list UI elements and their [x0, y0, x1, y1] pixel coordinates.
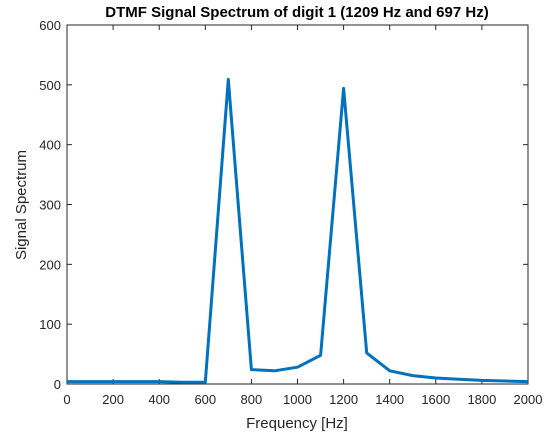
x-tick-label: 1000	[283, 392, 312, 407]
y-tick-label: 200	[39, 257, 61, 272]
chart-title: DTMF Signal Spectrum of digit 1 (1209 Hz…	[105, 4, 488, 21]
x-tick-label: 800	[241, 392, 263, 407]
x-tick-label: 400	[148, 392, 170, 407]
signal-spectrum-line	[67, 77, 529, 384]
y-axis-label: Signal Spectrum	[13, 150, 30, 260]
x-axis-label: Frequency [Hz]	[246, 415, 348, 432]
x-tick-label: 1200	[329, 392, 358, 407]
plot-area	[66, 24, 529, 385]
y-axis-ticks: 0 100 200 300 400 500 600	[39, 18, 528, 392]
y-tick-label: 0	[54, 377, 61, 392]
x-tick-label: 600	[194, 392, 216, 407]
x-axis-ticks: 0 200 400 600 800 1000 1200 1400 1600 1800 2000	[63, 25, 542, 407]
x-tick-label: 1600	[421, 392, 450, 407]
x-tick-label: 200	[102, 392, 124, 407]
x-tick-label: 2000	[514, 392, 543, 407]
y-tick-label: 600	[39, 18, 61, 33]
y-tick-label: 100	[39, 317, 61, 332]
y-tick-label: 300	[39, 198, 61, 213]
y-tick-label: 500	[39, 78, 61, 93]
x-tick-label: 1400	[375, 392, 404, 407]
x-tick-label: 0	[63, 392, 70, 407]
x-tick-label: 1800	[467, 392, 496, 407]
y-tick-label: 400	[39, 138, 61, 153]
